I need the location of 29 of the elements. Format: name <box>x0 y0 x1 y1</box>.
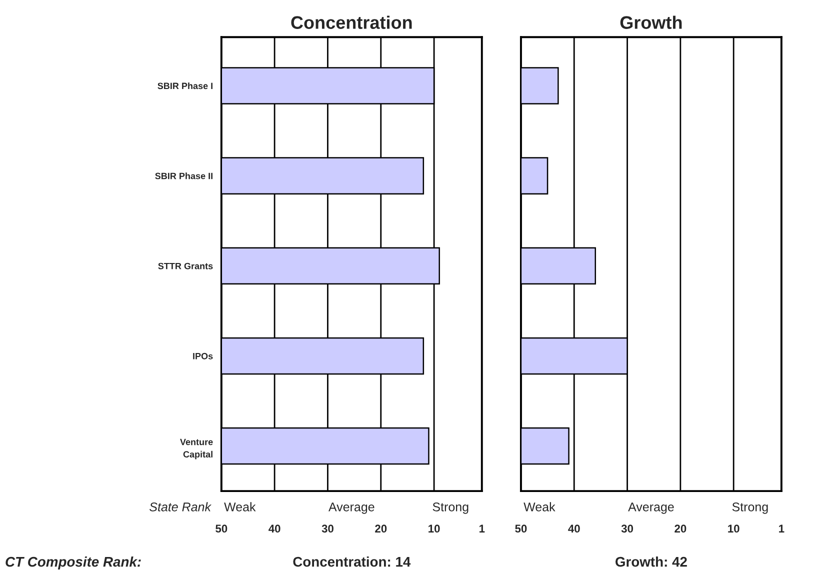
x-tick-label: 20 <box>674 524 686 533</box>
text: Weak <box>524 502 556 512</box>
y-tick-label: SBIR Phase I <box>158 82 212 90</box>
x-tick-label: 30 <box>322 524 334 533</box>
x-tick-label: 10 <box>728 524 740 533</box>
text: Weak <box>224 502 256 512</box>
text: Concentration: 14 <box>293 556 411 567</box>
x-tick-label: 50 <box>216 524 228 533</box>
text: Strong <box>732 502 768 514</box>
y-tick-label: SBIR Phase II <box>155 172 212 180</box>
y-tick-label: Venture Capital <box>180 438 213 460</box>
y-tick-label: IPOs <box>193 352 213 360</box>
x-tick-label: 1 <box>480 524 485 532</box>
x-tick-label: 1 <box>779 524 784 532</box>
x-tick-label: 30 <box>621 524 634 533</box>
chart-title: Concentration <box>291 16 412 29</box>
text: Strong <box>432 502 468 514</box>
text: Growth: 42 <box>616 556 687 567</box>
text: Average <box>628 502 674 514</box>
x-tick-label: 40 <box>268 524 280 533</box>
chart-title: Growth <box>620 16 682 29</box>
x-tick-label: 40 <box>568 524 580 533</box>
x-tick-label: 10 <box>428 524 440 533</box>
text: State Rank <box>150 502 212 512</box>
x-tick-label: 20 <box>375 524 387 533</box>
text: Average <box>328 502 374 514</box>
y-tick-label: STTR Grants <box>158 262 213 270</box>
text: CT Composite Rank: <box>6 556 141 570</box>
x-tick-label: 50 <box>515 524 527 533</box>
